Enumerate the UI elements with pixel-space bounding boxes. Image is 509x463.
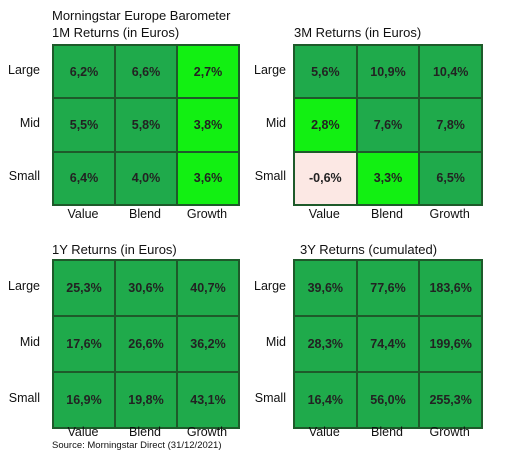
heatmap-cell: 3,6% xyxy=(177,151,239,205)
heatmap-cell: 28,3% xyxy=(294,316,357,372)
row-label: Large xyxy=(8,62,40,77)
heatmap-cell: 6,6% xyxy=(115,45,177,99)
column-label: Blend xyxy=(129,425,161,439)
heatmap-grid: 39,6% 77,6% 183,6% 28,3% 74,4% 199,6% 16,4% 56,… xyxy=(293,259,483,429)
heatmap-cell: 36,2% xyxy=(177,316,239,372)
heatmap-cell: 5,6% xyxy=(294,45,357,99)
heatmap-grid: 5,6% 10,9% 10,4% 2,8% 7,6% 7,8% -0,6% 3,3% 6,5% xyxy=(293,44,483,206)
heatmap-cell: 26,6% xyxy=(115,316,177,372)
row-label: Mid xyxy=(265,335,286,349)
row-label: Mid xyxy=(19,116,40,130)
column-label: Value xyxy=(67,207,99,221)
heatmap-cell: 25,3% xyxy=(53,260,115,316)
heatmap-cell: 199,6% xyxy=(419,316,482,372)
heatmap-cell: 4,0% xyxy=(115,151,177,205)
heatmap-cell: 17,6% xyxy=(53,316,115,372)
heatmap-cell: 3,8% xyxy=(177,98,239,152)
barometer-title: Morningstar Europe Barometer xyxy=(52,8,231,23)
column-label: Value xyxy=(67,425,99,439)
row-label: Large xyxy=(8,279,40,293)
heatmap-cell: 2,8% xyxy=(294,98,357,152)
heatmap-cell: 5,5% xyxy=(53,98,115,152)
column-label: Growth xyxy=(429,425,470,439)
heatmap-cell: 16,4% xyxy=(294,372,357,428)
row-label: Large xyxy=(254,62,286,77)
heatmap-cell: 7,8% xyxy=(419,98,482,152)
row-label: Small xyxy=(8,169,40,184)
row-label: Small xyxy=(254,169,286,184)
heatmap-cell: 30,6% xyxy=(115,260,177,316)
heatmap-cell: 2,7% xyxy=(177,45,239,99)
column-label: Growth xyxy=(186,207,228,221)
row-label: Mid xyxy=(265,116,286,130)
panel-title: 3Y Returns (cumulated) xyxy=(300,242,438,257)
column-label: Blend xyxy=(371,207,403,221)
heatmap-cell: 6,2% xyxy=(53,45,115,99)
column-label: Value xyxy=(308,425,340,439)
heatmap-cell: 10,4% xyxy=(419,45,482,99)
column-label: Growth xyxy=(429,207,470,221)
panel-title: 1M Returns (in Euros) xyxy=(52,25,180,40)
heatmap-cell: 5,8% xyxy=(115,98,177,152)
heatmap-grid: 25,3% 30,6% 40,7% 17,6% 26,6% 36,2% 16,9% 19,8%… xyxy=(52,259,240,429)
column-label: Growth xyxy=(186,425,228,439)
heatmap-cell: 16,9% xyxy=(53,372,115,428)
heatmap-cell: 74,4% xyxy=(356,316,420,372)
heatmap-cell: 3,3% xyxy=(356,151,420,205)
heatmap-cell: 6,4% xyxy=(53,151,115,205)
row-label: Small xyxy=(254,391,286,405)
heatmap-cell: 19,8% xyxy=(115,372,177,428)
column-label: Value xyxy=(308,207,340,221)
heatmap-cell: 40,7% xyxy=(177,260,239,316)
panel-title: 3M Returns (in Euros) xyxy=(294,25,422,40)
heatmap-cell: 7,6% xyxy=(356,98,420,152)
row-label: Small xyxy=(8,391,40,405)
heatmap-cell: 255,3% xyxy=(419,372,482,428)
heatmap-cell: 10,9% xyxy=(356,45,420,99)
heatmap-cell: 56,0% xyxy=(356,372,420,428)
heatmap-cell: 39,6% xyxy=(294,260,357,316)
row-label: Large xyxy=(254,279,286,293)
heatmap-grid: 6,2% 6,6% 2,7% 5,5% 5,8% 3,8% 6,4% 4,0% 3,6% xyxy=(52,44,240,206)
column-label: Blend xyxy=(371,425,403,439)
heatmap-cell: 77,6% xyxy=(356,260,420,316)
column-label: Blend xyxy=(129,207,161,221)
heatmap-cell: 183,6% xyxy=(419,260,482,316)
panel-title: 1Y Returns (in Euros) xyxy=(52,242,177,257)
source-note: Source: Morningstar Direct (31/12/2021) xyxy=(52,440,222,451)
heatmap-cell: -0,6% xyxy=(294,151,357,205)
row-label: Mid xyxy=(19,335,40,349)
heatmap-cell: 43,1% xyxy=(177,372,239,428)
heatmap-cell: 6,5% xyxy=(419,151,482,205)
